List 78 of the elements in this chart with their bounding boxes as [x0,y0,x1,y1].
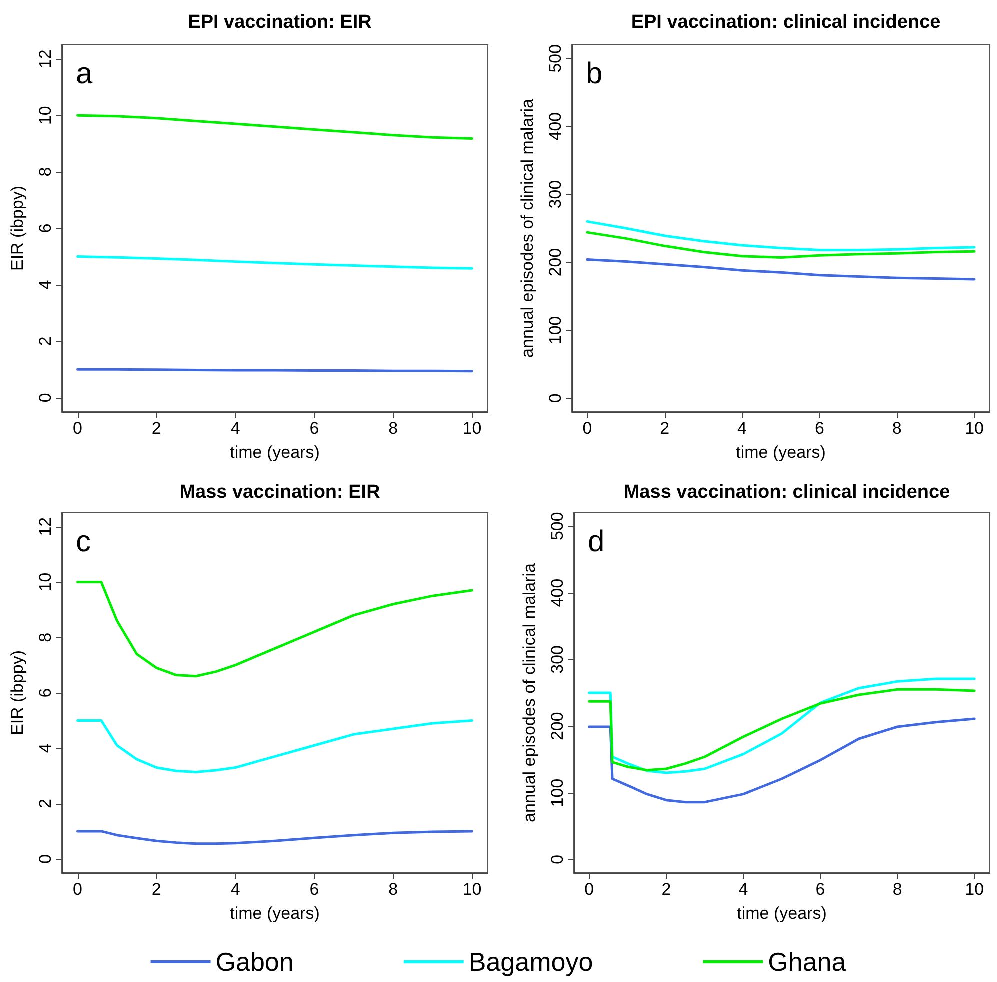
y-tick-label: 8 [36,632,55,642]
x-tick-label: 10 [965,880,984,899]
annotation: c [76,526,91,558]
line-series [76,580,474,678]
y-tick-label: 0 [546,394,565,404]
x-tick-label: 10 [965,419,984,438]
x-tick-label: 0 [73,880,83,899]
x-tick-label: 10 [462,419,482,438]
annotation: d [588,526,605,558]
y-axis-title: annual episodes of clinical malaria [520,562,539,822]
x-axis-title: time (years) [230,904,320,923]
y-tick-label: 10 [36,572,55,592]
x-tick-label: 2 [152,880,162,899]
x-tick-label: 10 [462,880,482,899]
y-tick-label: 2 [36,336,55,346]
y-tick-label: 400 [548,578,567,608]
y-tick-label: 100 [546,316,565,345]
y-tick-label: 200 [546,248,565,277]
y-tick-label: 200 [548,712,567,741]
x-tick-label: 8 [892,880,902,899]
legend-label: Gabon [216,947,294,977]
x-tick-label: 4 [230,880,240,899]
chart-title: EPI vaccination: clinical incidence [631,12,941,33]
y-tick-label: 4 [36,280,55,290]
y-tick-label: 12 [36,50,55,69]
chart-title: Mass vaccination: EIR [180,482,381,503]
x-tick-label: 2 [660,419,670,438]
y-tick-label: 0 [36,393,55,403]
x-tick-label: 8 [892,419,902,438]
x-tick-label: 6 [310,419,320,438]
x-tick-label: 2 [662,880,672,899]
y-tick-label: 300 [546,180,565,209]
y-axis-title: EIR (ibppy) [8,186,27,272]
annotation: b [586,58,603,90]
y-tick-label: 500 [548,512,567,541]
chart-title: EPI vaccination: EIR [188,12,372,33]
y-tick-label: 12 [36,517,55,536]
y-axis-title: EIR (ibppy) [8,650,27,736]
line-series [76,719,474,774]
y-tick-label: 2 [36,799,55,809]
line-series [586,220,976,252]
legend-label: Ghana [768,947,847,977]
y-tick-label: 6 [36,224,55,234]
x-tick-label: 0 [582,419,592,438]
x-axis-title: time (years) [736,443,826,462]
x-tick-label: 4 [230,419,240,438]
y-tick-label: 0 [548,854,567,864]
y-tick-label: 8 [36,167,55,177]
x-tick-label: 0 [73,419,83,438]
y-axis-title: annual episodes of clinical malaria [518,98,537,358]
x-axis-title: time (years) [230,443,320,462]
line-series [586,231,976,259]
chart-title: Mass vaccination: clinical incidence [624,482,950,503]
x-tick-label: 0 [584,880,594,899]
x-tick-label: 4 [738,419,748,438]
x-tick-label: 6 [814,419,824,438]
x-axis-title: time (years) [737,904,827,923]
legend-label: Bagamoyo [468,947,594,977]
y-tick-label: 500 [546,44,565,73]
annotation: a [76,58,93,90]
y-tick-label: 4 [36,744,55,754]
x-tick-label: 2 [152,419,162,438]
y-tick-label: 6 [36,688,55,698]
line-series [76,114,474,140]
y-tick-label: 400 [546,112,565,141]
line-series [588,718,976,804]
x-tick-label: 6 [310,880,320,899]
x-tick-label: 8 [388,419,398,438]
line-series [76,830,474,846]
x-tick-label: 4 [738,880,748,899]
y-tick-label: 10 [36,106,55,126]
y-tick-label: 0 [36,854,55,864]
x-tick-label: 8 [388,880,398,899]
y-tick-label: 100 [548,778,567,808]
x-tick-label: 6 [816,880,826,899]
y-tick-label: 300 [548,645,567,674]
line-series [586,258,976,281]
line-series [76,255,474,270]
